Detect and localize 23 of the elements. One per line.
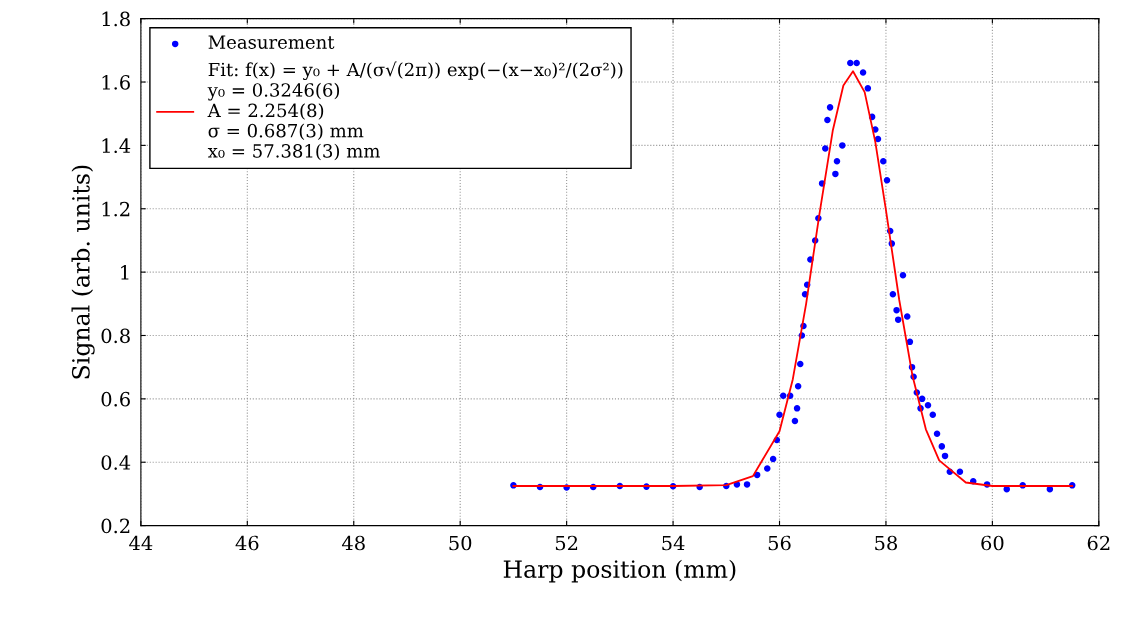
y-axis-title: Signal (arb. units) [71, 165, 95, 379]
x-tick-label: 58 [875, 535, 898, 551]
y-tick-label: 1.6 [102, 74, 130, 90]
x-axis-title: Harp position (mm) [503, 559, 736, 583]
y-tick-label: 1.4 [102, 138, 131, 154]
y-tick-label: 1 [121, 265, 129, 280]
x-tick-label: 50 [449, 535, 472, 551]
x-tick-label: 52 [555, 535, 578, 551]
legend-label: Measurement [208, 35, 335, 49]
y-tick-label: 0.4 [101, 455, 131, 470]
x-tick-label: 62 [1087, 535, 1110, 551]
x-tick-label: 56 [768, 535, 791, 551]
y-tick-label: 1.8 [102, 11, 130, 27]
y-tick-label: 0.8 [101, 328, 130, 344]
legend-label: Fit: f(x) = y₀ + A/(σ√(2π)) exp(−(x−x₀)²/(2σ²)) y₀ = 0.3246(6) A = 2.254(8) σ = 0.687(3) mm x₀ = 57.381(3) mm [207, 61, 623, 161]
x-tick-label: 60 [981, 535, 1004, 551]
x-tick-label: 54 [662, 535, 685, 551]
y-tick-label: 1.2 [102, 201, 130, 217]
x-tick-label: 44 [129, 535, 153, 551]
x-tick-label: 48 [341, 535, 365, 551]
y-tick-label: 0.6 [101, 391, 130, 407]
y-tick-label: 0.2 [101, 518, 130, 534]
x-tick-label: 46 [235, 535, 259, 551]
